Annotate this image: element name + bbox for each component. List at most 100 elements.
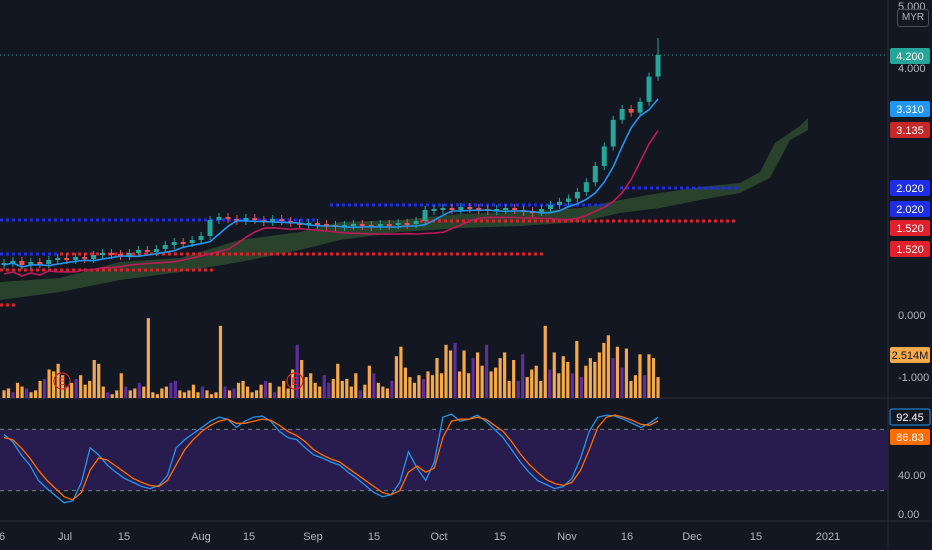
time-axis-tick: 15 — [494, 531, 506, 543]
level-dot — [594, 203, 597, 207]
level-dot — [30, 268, 33, 272]
volume-bar — [412, 382, 417, 398]
volume-bar — [435, 358, 439, 398]
volume-bar — [403, 367, 408, 398]
level-dot — [276, 252, 279, 256]
ichimoku-cloud — [0, 118, 808, 300]
candle-body — [252, 218, 258, 220]
volume-bar — [65, 386, 69, 398]
level-dot — [108, 218, 111, 222]
level-dot — [620, 186, 623, 190]
volume-bar — [291, 369, 295, 398]
volume-bar — [480, 365, 484, 398]
level-dot — [222, 252, 225, 256]
level-dot — [462, 203, 465, 207]
volume-bar — [151, 392, 155, 398]
volume-bar — [155, 394, 159, 398]
level-dot — [564, 219, 567, 223]
level-dot — [186, 218, 189, 222]
volume-bar — [128, 390, 132, 398]
level-dot — [204, 268, 207, 272]
level-dot — [666, 219, 669, 223]
level-dot — [408, 252, 411, 256]
level-dot — [18, 268, 21, 272]
volume-badge-text: 2.514M — [892, 350, 929, 362]
level-dot — [432, 252, 435, 256]
candle-body — [556, 201, 562, 205]
candle-body — [431, 209, 437, 211]
volume-bar — [376, 382, 380, 398]
volume-bar — [115, 390, 119, 398]
volume-bar — [300, 360, 304, 398]
time-axis-tick: 6 — [0, 531, 5, 543]
volume-bar — [61, 375, 65, 398]
volume-bar — [624, 348, 629, 398]
volume-axis-tick: -1.000 — [898, 372, 929, 384]
volume-bar — [223, 386, 227, 398]
level-dot — [48, 268, 51, 272]
volume-bar — [453, 342, 457, 398]
candle-body — [153, 249, 159, 252]
earnings-event-label: E — [291, 376, 298, 388]
candle-body — [359, 224, 365, 226]
level-dot — [294, 218, 297, 222]
level-dot — [102, 218, 105, 222]
volume-bar — [24, 388, 29, 398]
time-axis-tick: 15 — [368, 531, 380, 543]
level-dot — [552, 219, 555, 223]
level-dot — [624, 219, 627, 223]
level-dot — [528, 219, 531, 223]
level-dot — [642, 219, 645, 223]
volume-bar — [241, 380, 245, 398]
level-dot — [360, 252, 363, 256]
level-dot — [126, 268, 129, 272]
level-dot — [78, 252, 81, 256]
time-axis-tick: 15 — [750, 531, 762, 543]
stoch-line-k — [3, 413, 659, 504]
volume-bar — [570, 373, 574, 398]
level-dot — [638, 186, 641, 190]
price-badge-resistance_1 — [890, 180, 930, 196]
level-dot — [90, 218, 93, 222]
volume-bar — [444, 344, 448, 398]
level-dot — [480, 219, 483, 223]
level-dot — [150, 218, 153, 222]
level-dot — [540, 219, 543, 223]
level-dot — [668, 186, 671, 190]
volume-bar — [394, 356, 398, 398]
stoch-band — [0, 429, 888, 491]
volume-bar — [110, 394, 114, 398]
level-dot — [498, 252, 501, 256]
level-dot — [680, 186, 683, 190]
level-dot — [528, 203, 531, 207]
candle-body — [637, 101, 643, 113]
level-dot — [42, 218, 45, 222]
volume-bar — [457, 371, 462, 398]
currency-label[interactable]: MYR — [897, 9, 929, 27]
volume-bar — [70, 382, 74, 398]
volume-bar — [512, 360, 516, 398]
kijun-line — [3, 130, 659, 277]
candle-body — [100, 253, 106, 255]
level-dot — [450, 252, 453, 256]
level-dot — [24, 218, 27, 222]
level-dot — [192, 252, 195, 256]
volume-bar — [566, 361, 570, 398]
level-dot — [600, 203, 603, 207]
candle-body — [270, 219, 276, 222]
volume-bar — [358, 390, 362, 398]
volume-bar — [318, 386, 322, 398]
level-dot — [492, 203, 495, 207]
level-dot — [18, 252, 21, 256]
level-dot — [12, 252, 15, 256]
volume-bar — [29, 392, 33, 398]
volume-bar — [611, 358, 615, 398]
time-axis-tick: Aug — [191, 531, 211, 543]
level-dot — [444, 203, 447, 207]
level-dot — [510, 252, 513, 256]
volume-bar — [218, 325, 223, 398]
volume-bar — [575, 341, 579, 398]
volume-bar — [214, 392, 218, 398]
level-dot — [66, 268, 69, 272]
